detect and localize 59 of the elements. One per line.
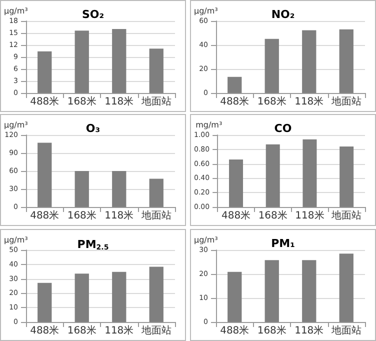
x-tick-label: 地面站 [140, 210, 172, 222]
x-tick-label: 地面站 [330, 324, 362, 336]
x-tick-label: 168米 [257, 96, 286, 108]
bar [74, 30, 89, 93]
x-tick-label: 118米 [294, 96, 324, 108]
y-axis-title: μg/m³ [4, 235, 28, 244]
chart-title: SO₂ [82, 8, 104, 21]
bar [339, 29, 354, 93]
x-tick-label: 488米 [221, 210, 251, 222]
bar [229, 160, 244, 208]
x-tick-label: 地面站 [330, 210, 362, 222]
bar [228, 271, 242, 322]
x-tick-label: 地面站 [140, 96, 172, 108]
chart-title: CO [274, 122, 292, 136]
bar [112, 171, 126, 208]
bar [38, 282, 52, 322]
bar [340, 146, 354, 208]
x-tick-label: 168米 [257, 324, 286, 336]
bar [149, 48, 164, 93]
y-axis-title: μg/m³ [194, 6, 218, 16]
bar [149, 266, 164, 322]
x-tick-label: 488米 [30, 324, 60, 336]
bar [266, 144, 280, 208]
x-tick-label: 118米 [104, 324, 134, 336]
bar [112, 272, 126, 322]
bar [38, 51, 52, 93]
x-tick-label: 488米 [220, 96, 250, 108]
y-axis-title: μg/m³ [4, 120, 28, 130]
bar [264, 38, 279, 93]
x-tick-label: 168米 [67, 96, 96, 108]
x-tick-label: 488米 [220, 324, 250, 336]
bar [302, 260, 316, 322]
chart-title: O₃ [86, 122, 100, 136]
bar [339, 253, 354, 322]
x-tick-label: 168米 [67, 210, 96, 222]
chart-title: NO₂ [271, 8, 295, 21]
bar [264, 260, 279, 322]
x-tick-label: 168米 [258, 210, 288, 222]
bar [38, 143, 52, 208]
bar [112, 29, 126, 93]
y-axis-title: μg/m³ [4, 6, 28, 16]
x-tick-label: 118米 [295, 210, 324, 222]
x-tick-label: 118米 [104, 96, 134, 108]
y-axis-title: μg/m³ [194, 235, 218, 244]
y-axis-title: mg/m³ [196, 120, 222, 130]
x-tick-label: 118米 [104, 210, 134, 222]
bar [302, 30, 316, 93]
x-tick-label: 488米 [30, 96, 60, 108]
bar [228, 76, 242, 93]
bar [74, 171, 89, 208]
x-tick-label: 118米 [294, 324, 324, 336]
bar [74, 273, 89, 322]
bar [302, 140, 317, 208]
chart-title: PM₁ [271, 236, 296, 250]
x-tick-label: 168米 [67, 324, 96, 336]
x-tick-label: 488米 [30, 210, 60, 222]
x-tick-label: 地面站 [140, 324, 172, 336]
bar [149, 179, 164, 208]
x-tick-label: 地面站 [330, 96, 362, 108]
